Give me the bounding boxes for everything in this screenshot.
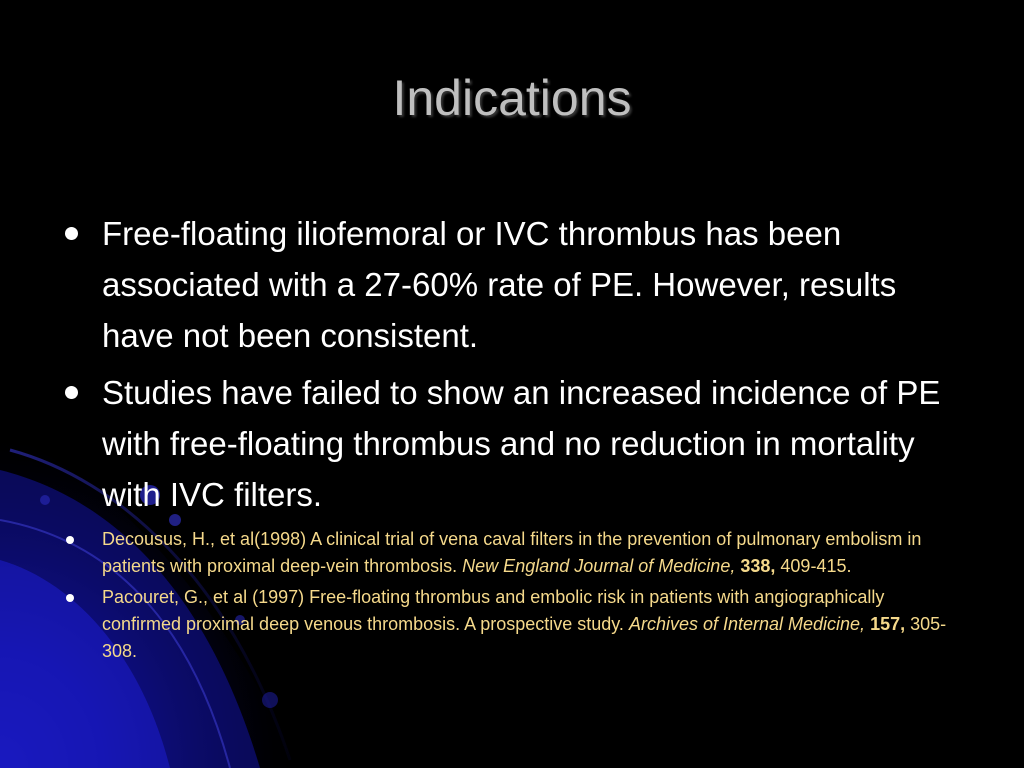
bullet-dot-icon xyxy=(66,594,74,602)
reference-volume: 338, xyxy=(740,556,776,576)
reference-journal: New England Journal of Medicine, xyxy=(462,556,736,576)
bullet-text: Free-floating iliofemoral or IVC thrombu… xyxy=(102,215,897,354)
slide-body: Free-floating iliofemoral or IVC thrombu… xyxy=(62,208,962,669)
reference-text: Decousus, H., et al(1998) A clinical tri… xyxy=(102,526,962,580)
reference-item: Pacouret, G., et al (1997) Free-floating… xyxy=(62,584,962,665)
reference-journal: Archives of Internal Medicine, xyxy=(628,614,866,634)
reference-citation: Pacouret, G., et al (1997) Free-floating… xyxy=(102,587,885,634)
reference-pages: 409-415. xyxy=(780,556,852,576)
reference-citation: Decousus, H., et al(1998) A clinical tri… xyxy=(102,529,922,576)
reference-volume: 157, xyxy=(870,614,906,634)
bullet-item: Free-floating iliofemoral or IVC thrombu… xyxy=(62,208,962,361)
bullet-dot-icon xyxy=(66,536,74,544)
bullet-item: Studies have failed to show an increased… xyxy=(62,367,962,520)
slide-title: Indications xyxy=(392,70,632,126)
reference-text: Pacouret, G., et al (1997) Free-floating… xyxy=(102,584,962,665)
bullet-dot-icon xyxy=(65,227,78,240)
reference-item: Decousus, H., et al(1998) A clinical tri… xyxy=(62,526,962,580)
reference-pages: 305-308. xyxy=(102,614,947,661)
bullet-dot-icon xyxy=(65,386,78,399)
bullet-text: Studies have failed to show an increased… xyxy=(102,374,941,513)
